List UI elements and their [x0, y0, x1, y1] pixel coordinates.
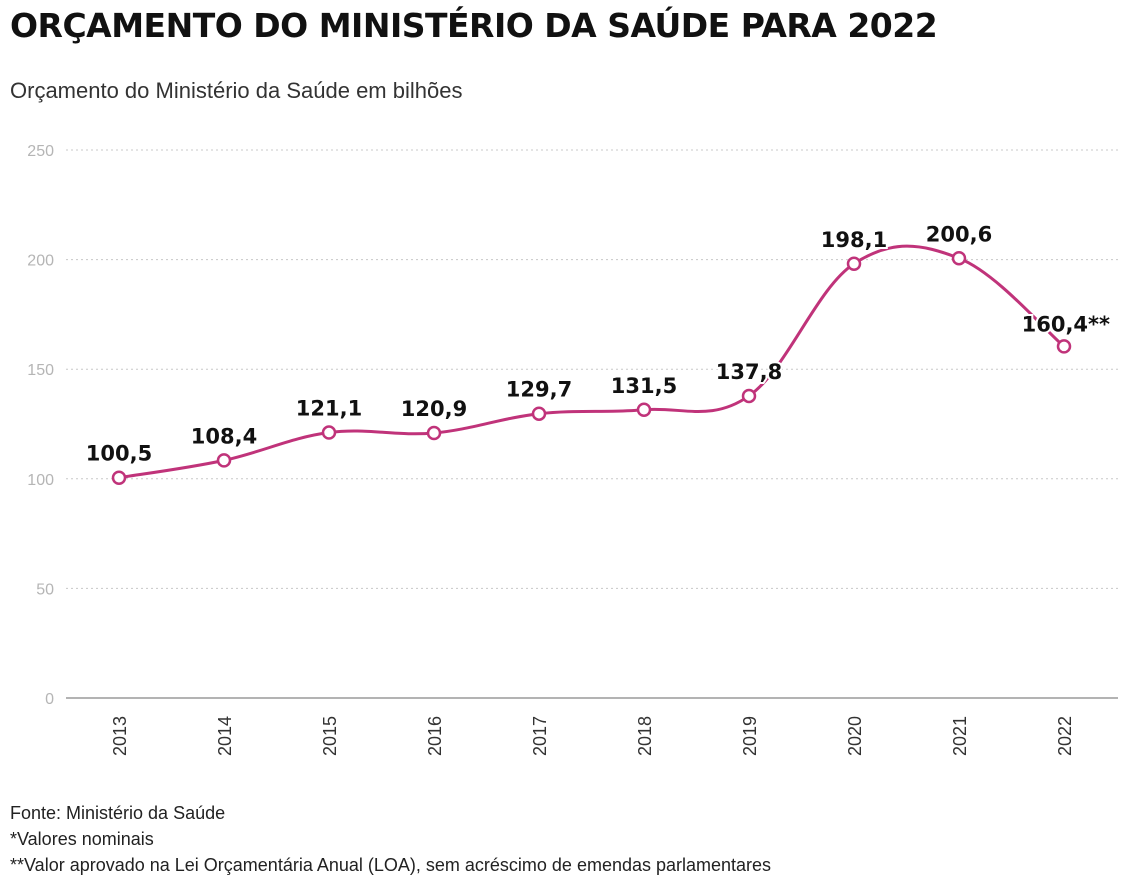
data-label-2015: 121,1 — [296, 397, 362, 421]
data-point-2013 — [111, 470, 127, 485]
data-label-2020: 198,1 — [821, 228, 887, 252]
footer: Fonte: Ministério da Saúde *Valores nomi… — [10, 800, 771, 878]
data-label-2018: 131,5 — [611, 374, 677, 398]
y-tick-label: 200 — [27, 253, 54, 270]
y-tick-label: 0 — [45, 691, 54, 708]
x-axis: 2013 2014 2015 2016 2017 2018 2019 2020 2021 2022 — [110, 716, 1075, 756]
data-label-2019: 137,8 — [716, 360, 782, 384]
data-point-2020 — [846, 256, 862, 272]
data-label-2016: 120,9 — [401, 397, 467, 421]
grid-layer — [66, 149, 1118, 589]
x-tick-label: 2013 — [110, 716, 130, 756]
y-tick-label: 250 — [27, 143, 54, 160]
x-tick-label: 2020 — [845, 716, 865, 756]
data-point-2018 — [636, 402, 652, 418]
x-tick-label: 2019 — [740, 716, 760, 756]
data-point-2016 — [426, 425, 442, 441]
data-label-2013: 100,5 — [86, 442, 152, 466]
chart-title: ORÇAMENTO DO MINISTÉRIO DA SAÚDE PARA 20… — [10, 6, 938, 45]
data-label-2022: 160,4** — [1022, 312, 1110, 336]
data-point-2019 — [741, 388, 757, 404]
data-point-2017 — [531, 406, 547, 421]
x-tick-label: 2015 — [320, 716, 340, 756]
x-tick-label: 2021 — [950, 716, 970, 756]
x-tick-label: 2017 — [530, 716, 550, 756]
data-point-2021 — [951, 251, 967, 266]
series-line — [118, 244, 1065, 480]
data-point-2022 — [1056, 339, 1072, 354]
data-points — [111, 251, 1072, 485]
x-tick-label: 2014 — [215, 716, 235, 756]
x-tick-label: 2022 — [1055, 716, 1075, 756]
y-tick-label: 100 — [27, 472, 54, 489]
data-labels: 100,5 108,4 121,1 120,9 129,7 131,5 137,8 198,1… — [84, 220, 1112, 467]
footnote-nominal: *Valores nominais — [10, 829, 154, 849]
footnote-loa: **Valor aprovado na Lei Orçamentária Anu… — [10, 855, 772, 875]
data-point-2015 — [321, 425, 337, 440]
source-note: Fonte: Ministério da Saúde — [10, 803, 226, 823]
data-point-2014 — [216, 453, 232, 468]
chart-subtitle: Orçamento do Ministério da Saúde em bilh… — [10, 78, 463, 103]
y-tick-label: 50 — [36, 581, 54, 598]
data-label-2017: 129,7 — [506, 378, 572, 402]
y-tick-label: 150 — [27, 362, 54, 379]
data-label-2014: 108,4 — [191, 424, 257, 448]
y-axis: 0 50 100 150 200 250 — [27, 143, 54, 708]
data-label-2021: 200,6 — [926, 222, 992, 246]
x-tick-label: 2018 — [635, 716, 655, 756]
x-tick-label: 2016 — [425, 716, 445, 756]
